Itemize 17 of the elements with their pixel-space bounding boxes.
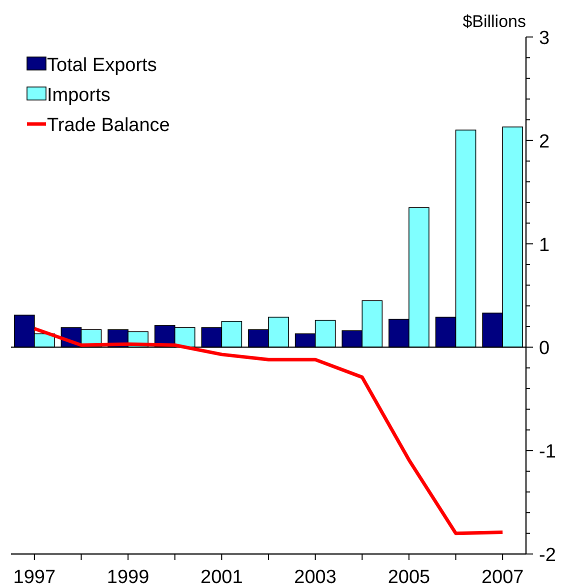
legend-label: Imports bbox=[47, 85, 110, 106]
legend-label: Trade Balance bbox=[47, 115, 170, 136]
y-tick-label: 1 bbox=[539, 234, 550, 256]
y-tick-label: -1 bbox=[539, 442, 556, 463]
y-tick-label: 0 bbox=[539, 338, 550, 360]
y-axis-title: $Billions bbox=[462, 12, 526, 31]
x-tick-label: 1997 bbox=[13, 567, 56, 588]
x-tick-label: 1999 bbox=[106, 567, 150, 588]
y-tick-label: 3 bbox=[539, 28, 550, 49]
x-tick-label: 2003 bbox=[294, 567, 336, 588]
x-tick-label: 2007 bbox=[481, 567, 524, 588]
y-tick-label: 2 bbox=[539, 131, 550, 152]
legend-label: Total Exports bbox=[47, 55, 157, 76]
y-tick-label: -2 bbox=[539, 545, 556, 566]
x-tick-label: 2001 bbox=[200, 567, 243, 588]
line-series bbox=[32, 326, 504, 536]
x-tick-label: 2005 bbox=[388, 567, 430, 588]
